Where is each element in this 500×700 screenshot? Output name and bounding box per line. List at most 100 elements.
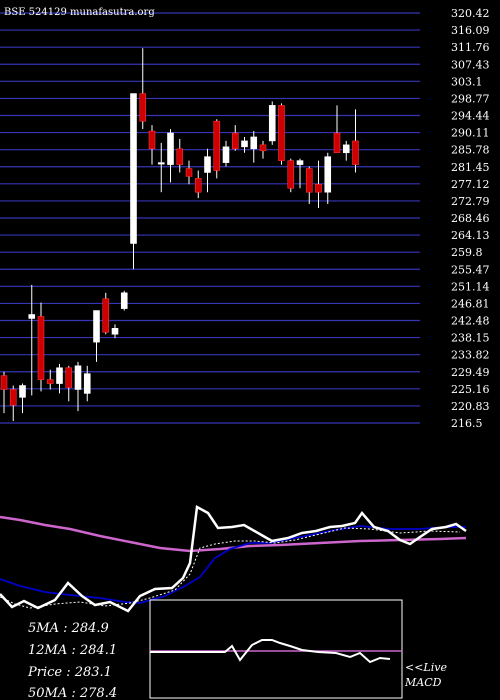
y-tick-label: 277.12 — [451, 178, 490, 191]
macd-panel: <<Live MACD — [149, 599, 447, 699]
candle — [241, 136, 248, 153]
candle — [19, 383, 26, 414]
macd-live-label: <<Live — [405, 661, 447, 674]
candle-body-down — [139, 93, 147, 122]
candle-body-up — [222, 146, 230, 163]
candle — [111, 324, 119, 339]
stat-price: Price : 283.1 — [27, 665, 112, 680]
y-tick-label: 272.79 — [451, 195, 490, 208]
candle — [222, 140, 230, 167]
candle — [204, 148, 211, 193]
candle — [139, 48, 147, 130]
candle-body-down — [37, 316, 45, 380]
stat-50ma: 50MA : 278.4 — [28, 686, 117, 700]
candle — [157, 142, 165, 193]
y-tick-label: 246.81 — [451, 297, 490, 310]
candle — [28, 284, 36, 396]
y-tick-label: 311.76 — [451, 41, 490, 54]
candle — [185, 160, 193, 185]
candle-body-up — [241, 140, 248, 148]
candle-body-up — [296, 160, 304, 165]
ma-short-line — [0, 505, 467, 613]
candle-body-up — [74, 365, 82, 390]
candlestick-series — [0, 48, 359, 422]
y-tick-label: 225.16 — [451, 383, 490, 396]
y-tick-label: 320.42 — [451, 7, 490, 20]
candle-body-down — [102, 298, 110, 333]
candle-body-up — [130, 93, 137, 244]
y-tick-label: 216.5 — [451, 417, 483, 430]
candle-body-up — [120, 292, 128, 309]
candle-body-down — [259, 144, 267, 152]
candle-body-down — [185, 168, 193, 177]
candle — [250, 131, 258, 163]
candle-body-down — [333, 132, 341, 154]
candle — [268, 101, 276, 145]
candle — [83, 365, 91, 402]
candle-body-up — [111, 328, 119, 335]
moving-average-panel — [0, 505, 467, 613]
candle-body-up — [268, 105, 276, 142]
candle-body-down — [176, 148, 184, 165]
candle — [315, 160, 322, 208]
candle-body-up — [157, 162, 165, 165]
candle-body-up — [324, 156, 332, 193]
candle-body-down — [148, 130, 156, 150]
candle — [296, 158, 304, 189]
grid-lines — [0, 12, 420, 424]
candle — [176, 138, 184, 173]
candle-body-up — [56, 367, 63, 384]
y-tick-label: 290.11 — [451, 127, 490, 140]
stats-block: 5MA : 284.9 12MA : 284.1 Price : 283.1 5… — [27, 621, 117, 700]
candle-body-down — [65, 367, 73, 388]
macd-line — [150, 639, 391, 664]
candle-body-down — [352, 140, 359, 165]
chart-title: BSE 524129 munafasutra.org — [4, 7, 155, 18]
candle-body-down — [9, 389, 17, 406]
y-tick-label: 264.13 — [451, 229, 490, 242]
candle-body-down — [46, 379, 54, 384]
candle — [102, 292, 110, 335]
stat-12ma: 12MA : 284.1 — [28, 643, 117, 658]
candle — [324, 152, 332, 205]
candle — [46, 369, 54, 390]
candle — [231, 125, 239, 151]
y-tick-label: 285.78 — [451, 144, 490, 157]
candle-body-down — [231, 132, 239, 150]
y-tick-label: 294.44 — [451, 110, 490, 123]
candle-body-up — [28, 314, 36, 319]
candle — [120, 290, 128, 311]
candle — [148, 125, 156, 165]
candle-body-up — [83, 373, 91, 394]
y-tick-label: 242.48 — [451, 315, 490, 328]
y-tick-label: 268.46 — [451, 212, 490, 225]
candle-body-up — [19, 385, 26, 398]
candle — [93, 310, 100, 362]
candle-body-down — [0, 375, 8, 390]
y-tick-label: 238.15 — [451, 332, 490, 345]
candle-body-down — [305, 168, 313, 193]
y-tick-label: 251.14 — [451, 280, 490, 293]
candle — [213, 119, 221, 179]
macd-box — [149, 599, 403, 699]
candle — [305, 166, 313, 205]
candle-body-down — [278, 105, 285, 161]
candle — [56, 363, 63, 394]
y-tick-label: 233.82 — [451, 349, 490, 362]
candle — [0, 371, 8, 414]
candle-body-down — [194, 178, 202, 193]
candle — [194, 170, 202, 199]
macd-label: MACD — [404, 676, 442, 689]
candle — [9, 385, 17, 422]
y-tick-label: 316.09 — [451, 24, 490, 37]
y-tick-label: 281.45 — [451, 161, 490, 174]
candle — [65, 365, 73, 402]
y-tick-label: 298.77 — [451, 92, 490, 105]
candle-body-up — [167, 132, 174, 165]
candle — [287, 158, 295, 193]
candle — [352, 109, 359, 173]
y-tick-label: 255.47 — [451, 263, 490, 276]
candle-body-down — [287, 160, 295, 189]
ma-long-line — [0, 515, 467, 553]
y-tick-label: 259.8 — [451, 246, 483, 259]
